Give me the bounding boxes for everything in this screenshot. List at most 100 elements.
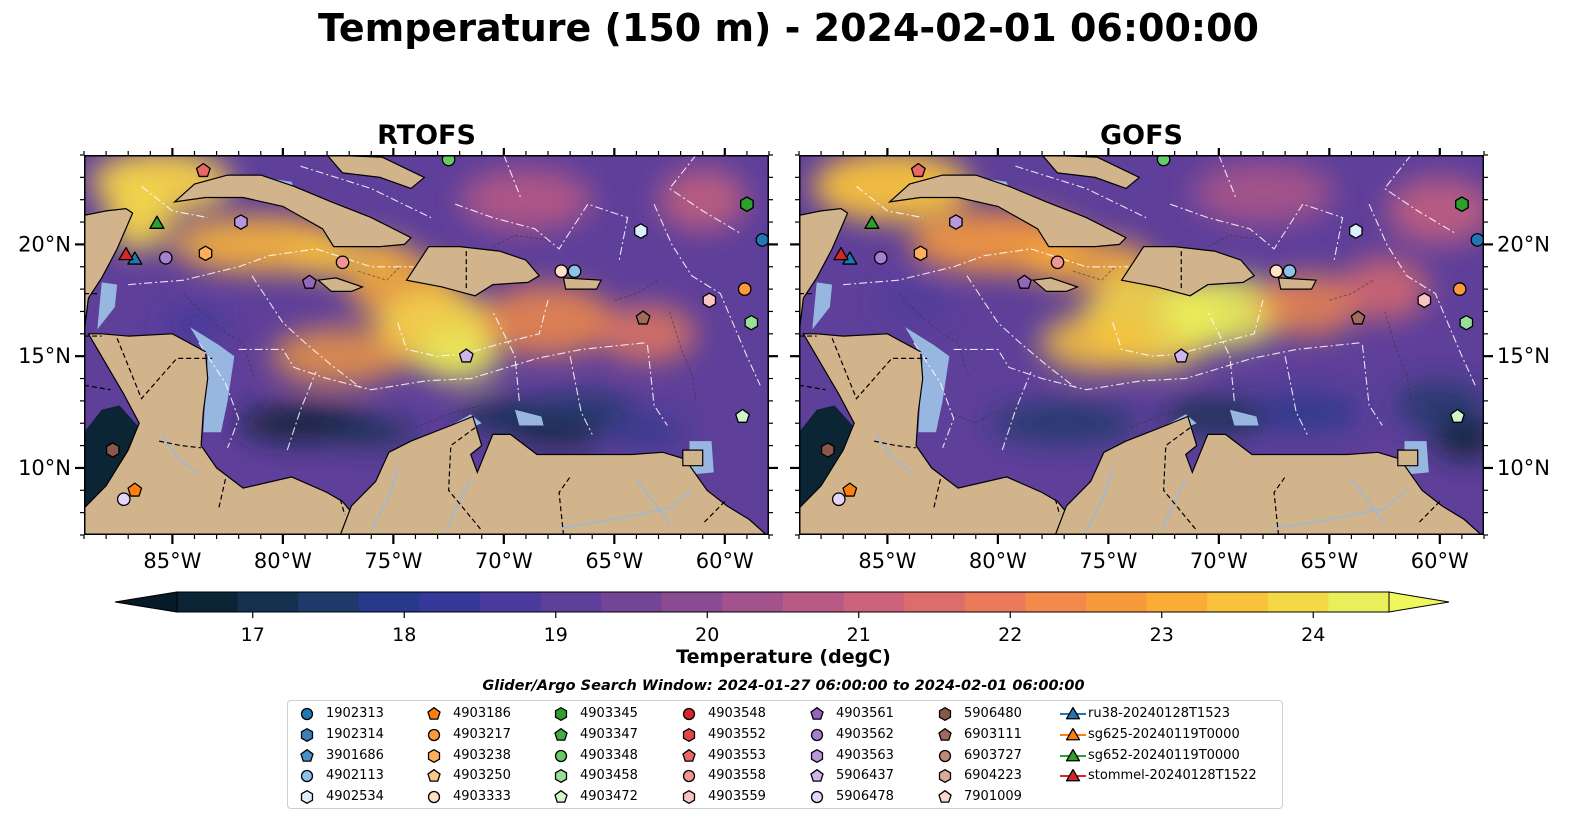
lon-tick-label: 80°W [969, 549, 1027, 573]
argo-float-5906480 [105, 442, 120, 458]
lon-tick-label: 65°W [585, 549, 643, 573]
shallow-shelf [1229, 409, 1259, 426]
shallow-shelf [812, 282, 833, 330]
legend-label: 4903333 [453, 789, 511, 805]
legend-marker [300, 727, 314, 742]
lat-tick-label: 20°N [18, 232, 71, 256]
legend-glider-marker [1065, 706, 1081, 720]
legend-argo-marker [938, 749, 952, 762]
land-jamaica [1031, 277, 1080, 292]
lon-tick-label: 85°W [143, 549, 201, 573]
legend-argo-marker [938, 727, 952, 741]
argo-float-4903333 [1269, 264, 1284, 279]
legend-label: 5906478 [836, 789, 894, 805]
argo-float-4903563 [234, 214, 248, 230]
argo-float-4903217 [1452, 282, 1467, 296]
argo-float-4903559 [1417, 292, 1432, 309]
legend-label: 3901686 [326, 747, 384, 763]
legend-label: 4903217 [453, 726, 511, 742]
colorbar-tick-label: 20 [695, 624, 719, 646]
map-panel-rtofs [84, 155, 769, 535]
legend-marker [682, 727, 696, 742]
argo-float-4902534 [634, 223, 648, 239]
legend-argo-marker [938, 790, 952, 803]
argo-float-4903217 [737, 282, 752, 296]
legend-argo-marker [682, 748, 696, 762]
legend-marker [554, 769, 568, 784]
land-central-america [799, 333, 1070, 535]
lat-tick-label: 20°N [1497, 232, 1550, 256]
argo-float-4903561 [301, 274, 317, 289]
legend-marker [938, 707, 952, 721]
legend-label: 4903238 [453, 747, 511, 763]
legend-label: ru38-20240128T1523 [1088, 706, 1231, 721]
legend-argo-marker [554, 707, 568, 721]
lat-tick-label: 15°N [18, 344, 71, 368]
argo-float-5906478 [831, 492, 846, 507]
land-puerto-rico [562, 277, 603, 290]
lon-tick-label: 85°W [858, 549, 916, 573]
legend-marker [938, 727, 952, 741]
legend-marker [810, 748, 824, 763]
legend-marker [1060, 769, 1086, 782]
argo-float-4903561 [1016, 274, 1032, 289]
legend-argo-marker [554, 769, 568, 784]
legend-label: stommel-20240128T1522 [1088, 768, 1257, 784]
legend-argo-marker [427, 748, 441, 763]
legend-label: 4903562 [836, 726, 894, 742]
lat-tick-label: 15°N [1497, 344, 1550, 368]
legend-marker [682, 770, 696, 783]
argo-float-4903472 [1450, 408, 1465, 423]
argo-float-5906478 [116, 492, 131, 507]
land-hispaniola [405, 246, 541, 297]
legend-marker [810, 707, 824, 720]
legend-marker [682, 790, 696, 805]
lat-tick-label: 10°N [1497, 456, 1550, 480]
legend-argo-marker [810, 748, 824, 763]
argo-float-4903558 [335, 255, 350, 270]
land-bahamas [1041, 155, 1141, 190]
panel-title-rtofs: RTOFS [377, 120, 476, 151]
legend-argo-marker [427, 791, 441, 804]
search-window-label: Glider/Argo Search Window: 2024-01-27 06… [482, 678, 1085, 694]
legend-label: 4902113 [326, 768, 384, 784]
land-hispaniola [1120, 246, 1256, 297]
legend-marker [427, 707, 441, 720]
argo-float-4903186 [127, 482, 143, 497]
argo-float-4902113 [567, 264, 582, 279]
legend-label: sg625-20240119T0000 [1088, 726, 1240, 742]
argo-float-4903563 [949, 214, 963, 230]
legend-argo-marker [810, 707, 824, 720]
legend-label: 4903563 [836, 747, 894, 763]
lon-tick-label: 60°W [696, 549, 754, 573]
argo-float-6903111 [635, 310, 651, 325]
colorbar-tick-label: 18 [392, 624, 416, 646]
argo-float-4902113 [1282, 264, 1297, 279]
legend-label: 1902314 [326, 726, 384, 742]
colorbar-tick-label: 23 [1150, 624, 1174, 646]
legend-marker [682, 707, 696, 721]
argo-float-4903558 [1050, 255, 1065, 270]
legend-argo-marker [554, 749, 568, 762]
argo-float-4903553 [910, 162, 926, 178]
colorbar-tick-label: 21 [847, 624, 871, 646]
legend-label: 7901009 [964, 789, 1022, 805]
map-axes: 85°W 80°W 75°W 70°W 65°W 60°W 20°N 15°N 10°N 85°W… [18, 148, 1550, 573]
argo-float-4903348 [441, 155, 456, 167]
legend-label: 4903186 [453, 706, 511, 721]
colorbar-extend-max [1388, 591, 1450, 613]
legend-marker [938, 790, 952, 803]
legend-argo-marker [810, 791, 824, 804]
glider-sg652 [864, 215, 880, 229]
colorbar-tick-label: 19 [544, 624, 568, 646]
legend-label: 6904223 [964, 768, 1022, 784]
legend-marker [300, 790, 314, 805]
legend-label: 4903347 [580, 726, 638, 742]
glider-sg652 [149, 215, 165, 229]
legend-marker [554, 727, 568, 741]
argo-float-4903348 [1156, 155, 1171, 167]
legend-label: 5906437 [836, 768, 894, 784]
legend-argo-marker [300, 727, 314, 742]
legend-marker [300, 707, 314, 721]
legend-marker [938, 749, 952, 762]
